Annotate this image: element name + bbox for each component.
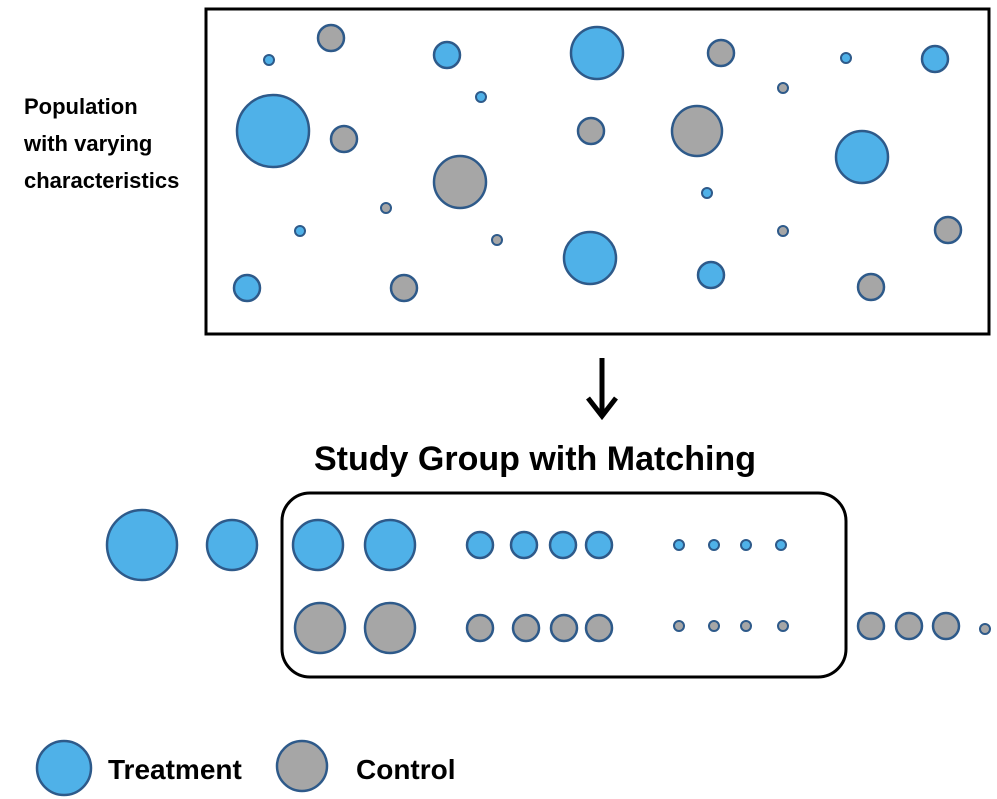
treatment-circle	[263, 54, 275, 66]
treatment-circle	[562, 230, 618, 286]
control-circle	[670, 104, 724, 158]
treatment-circle	[363, 518, 417, 572]
study-group-title: Study Group with Matching	[314, 440, 756, 478]
control-circle	[549, 613, 579, 643]
control-circle	[894, 611, 924, 641]
treatment-circle	[708, 539, 720, 551]
control-circle	[363, 601, 417, 655]
control-circle	[856, 611, 886, 641]
treatment-circle	[475, 91, 487, 103]
treatment-circle	[105, 508, 179, 582]
control-circle	[706, 38, 736, 68]
legend-treatment-label: Treatment	[108, 754, 242, 785]
control-circle	[511, 613, 541, 643]
control-circle	[979, 623, 991, 635]
treatment-circle	[465, 530, 495, 560]
population-label-line: characteristics	[24, 168, 180, 193]
control-circle	[931, 611, 961, 641]
control-circle	[329, 124, 359, 154]
treatment-circle	[920, 44, 950, 74]
legend-circles	[35, 739, 329, 797]
control-circle	[933, 215, 963, 245]
treatment-circle	[775, 539, 787, 551]
control-circle	[777, 225, 789, 237]
treatment-circle	[834, 129, 890, 185]
control-circle	[708, 620, 720, 632]
control-circle	[673, 620, 685, 632]
control-circle	[293, 601, 347, 655]
population-label-line: Population	[24, 94, 138, 119]
control-circle	[389, 273, 419, 303]
treatment-circle	[232, 273, 262, 303]
legend-control-label: Control	[356, 754, 456, 785]
population-label-line: with varying	[24, 131, 153, 156]
treatment-circle	[291, 518, 345, 572]
control-circle	[465, 613, 495, 643]
study-group-box	[280, 491, 848, 679]
treatment-circle	[696, 260, 726, 290]
treatment-circle	[584, 530, 614, 560]
legend-treatment-icon	[35, 739, 93, 797]
treatment-circle	[740, 539, 752, 551]
treatment-circle	[294, 225, 306, 237]
population-circles	[232, 23, 963, 303]
treatment-circle	[509, 530, 539, 560]
population-box	[204, 7, 991, 336]
treatment-circle	[235, 93, 311, 169]
control-circle	[777, 82, 789, 94]
treatment-circle	[548, 530, 578, 560]
down-arrow-icon	[586, 358, 618, 421]
legend-control-icon	[275, 739, 329, 793]
treatment-circle	[432, 40, 462, 70]
control-circle	[491, 234, 503, 246]
treatment-circle	[701, 187, 713, 199]
control-circle	[432, 154, 488, 210]
control-circle	[380, 202, 392, 214]
control-circle	[576, 116, 606, 146]
control-circle	[740, 620, 752, 632]
control-circle	[856, 272, 886, 302]
population-label: Population with varying characteristics	[24, 88, 179, 199]
treatment-circle	[569, 25, 625, 81]
control-circle	[584, 613, 614, 643]
control-circle	[777, 620, 789, 632]
treatment-circle	[205, 518, 259, 572]
treatment-circle	[673, 539, 685, 551]
study-circles	[105, 508, 991, 655]
treatment-circle	[840, 52, 852, 64]
control-circle	[316, 23, 346, 53]
